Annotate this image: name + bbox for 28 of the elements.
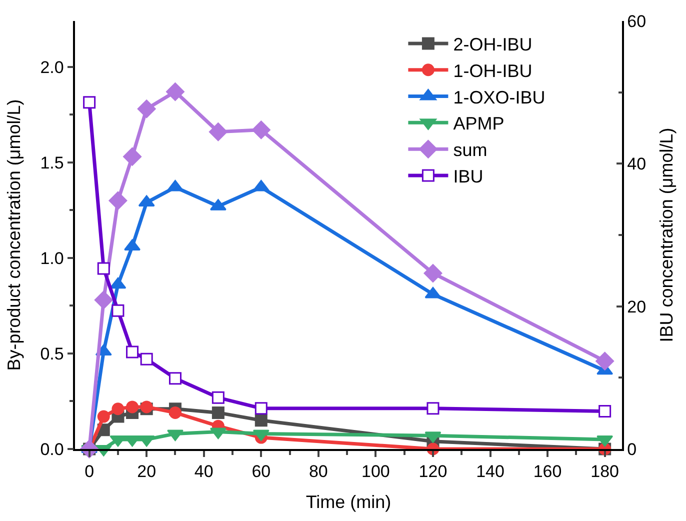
x-tick-label: 80 — [308, 462, 328, 482]
x-tick-label: 180 — [590, 462, 620, 482]
x-axis-title: Time (min) — [306, 492, 392, 512]
legend-label: 2-OH-IBU — [453, 34, 532, 54]
legend-label: sum — [453, 140, 488, 160]
x-tick-label: 40 — [194, 462, 214, 482]
y2-tick-label: 40 — [627, 154, 646, 174]
x-tick-label: 160 — [533, 462, 562, 482]
legend-label: APMP — [453, 114, 504, 134]
y-tick-label: 0.0 — [40, 440, 64, 459]
x-tick-label: 100 — [362, 462, 390, 482]
y2-tick-label: 0 — [627, 440, 637, 459]
x-tick-label: 60 — [252, 462, 271, 482]
x-tick-label: 140 — [476, 462, 504, 482]
y-axis-title: By-product concentration (μmol/L) — [4, 99, 24, 371]
y-tick-label: 0.5 — [40, 344, 64, 364]
x-tick-label: 120 — [418, 462, 448, 482]
y-tick-label: 1.5 — [40, 153, 64, 172]
y-tick-label: 1.0 — [40, 248, 64, 268]
legend-label: 1-OH-IBU — [453, 60, 532, 81]
y2-axis-title: IBU concentration (μmol/L) — [656, 128, 677, 342]
y2-tick-label: 60 — [627, 12, 646, 31]
y-tick-label: 2.0 — [40, 58, 64, 77]
x-tick-label: 20 — [137, 462, 156, 482]
legend-label: IBU — [453, 166, 484, 186]
legend-label: 1-OXO-IBU — [453, 87, 546, 108]
x-tick-label: 0 — [84, 462, 94, 482]
y2-tick-label: 20 — [627, 297, 646, 316]
